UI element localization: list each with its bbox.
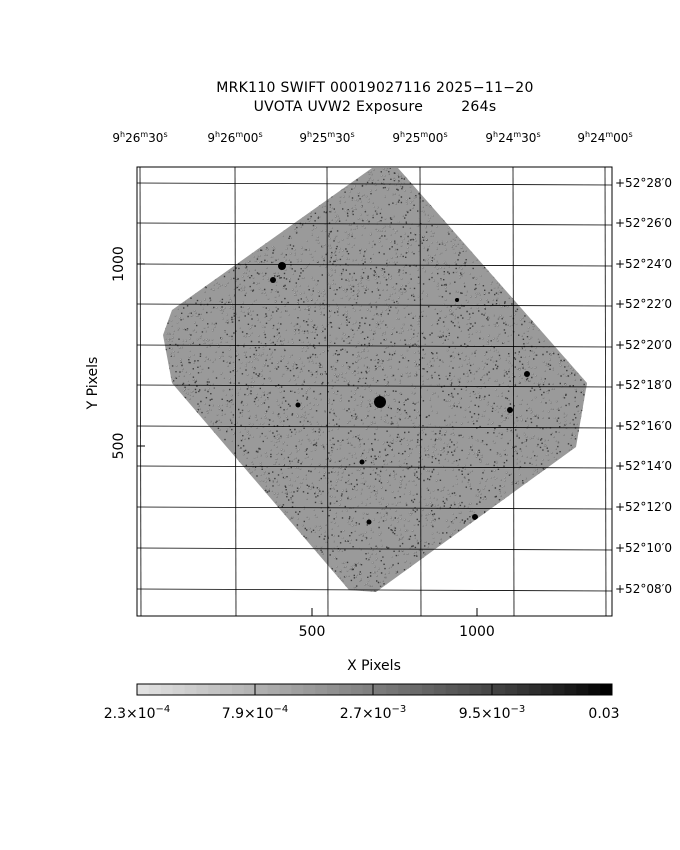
- x-tick-label: 1000: [459, 624, 495, 640]
- source: [359, 459, 365, 465]
- source: [472, 514, 478, 520]
- pixel-ticks: [137, 263, 478, 616]
- colorbar-segment: [243, 684, 257, 695]
- dec-tick-label: +52°28′0: [615, 176, 672, 190]
- title-line-2-left: UVOTA UVW2 Exposure: [253, 99, 424, 115]
- colorbar-segment: [315, 684, 328, 695]
- colorbar-segment: [220, 684, 233, 695]
- plot-title: MRK110 SWIFT 00019027116 2025−11−20: [0, 80, 680, 96]
- source: [278, 262, 286, 270]
- colorbar-segment: [422, 684, 435, 695]
- colorbar-segment: [327, 684, 340, 695]
- colorbar-segment: [232, 684, 245, 695]
- colorbar-segment: [540, 684, 554, 695]
- x-axis-label: X Pixels: [347, 658, 401, 674]
- dec-tick-label: +52°14′0: [615, 459, 672, 473]
- ra-tick-label: 9h24m30s: [485, 130, 540, 145]
- colorbar-segment: [279, 684, 292, 695]
- y-axis-label: Y Pixels: [85, 357, 101, 411]
- colorbar-segment: [338, 684, 352, 695]
- colorbar-segment: [267, 684, 280, 695]
- colorbar-segment: [137, 684, 150, 695]
- ra-tick-label: 9h25m00s: [392, 130, 447, 145]
- dec-tick-label: +52°12′0: [615, 500, 672, 514]
- y-tick-label: 1000: [111, 246, 127, 282]
- colorbar-segment: [184, 684, 197, 695]
- colorbar-segment: [457, 684, 470, 695]
- colorbar-segment: [196, 684, 209, 695]
- dec-tick-label: +52°24′0: [615, 257, 672, 271]
- colorbar-segment: [398, 684, 411, 695]
- colorbar-segment: [148, 684, 162, 695]
- colorbar-segment: [600, 684, 613, 695]
- title-line-2-right: 264s: [461, 99, 497, 115]
- colorbar-segment: [410, 684, 423, 695]
- colorbar-segment: [433, 684, 447, 695]
- colorbar-segment: [588, 684, 601, 695]
- colorbar-segment: [172, 684, 185, 695]
- exposure-image: [163, 168, 587, 592]
- source: [524, 371, 530, 377]
- ra-tick-label: 9h26m00s: [207, 130, 262, 145]
- colorbar-segment: [208, 684, 221, 695]
- source: [366, 519, 372, 525]
- dec-tick-label: +52°22′0: [615, 297, 672, 311]
- source: [270, 277, 276, 283]
- plot-subtitle: UVOTA UVW2 Exposure 264s: [0, 99, 680, 115]
- dec-tick-label: +52°20′0: [615, 338, 672, 352]
- source: [455, 298, 459, 302]
- dec-tick-label: +52°18′0: [615, 378, 672, 392]
- colorbar-segment: [481, 684, 494, 695]
- colorbar-label: 0.03: [588, 706, 619, 722]
- colorbar-segment: [160, 684, 174, 695]
- ra-tick-label: 9h24m00s: [577, 130, 632, 145]
- colorbar: [136, 683, 613, 696]
- colorbar-label: 7.9×10−4: [222, 704, 289, 722]
- colorbar-segment: [505, 684, 518, 695]
- source: [507, 407, 513, 413]
- ra-tick-label: 9h26m30s: [112, 130, 167, 145]
- colorbar-segment: [303, 684, 316, 695]
- colorbar-segment: [576, 684, 589, 695]
- dec-tick-label: +52°26′0: [615, 216, 672, 230]
- dec-tick-label: +52°08′0: [615, 582, 672, 596]
- colorbar-segment: [469, 684, 482, 695]
- title-line-1: MRK110 SWIFT 00019027116 2025−11−20: [216, 80, 534, 96]
- plot-frame: [136, 166, 613, 617]
- colorbar-segment: [291, 684, 304, 695]
- colorbar-segment: [445, 684, 459, 695]
- target-source: [374, 396, 386, 408]
- dec-tick-label: +52°16′0: [615, 419, 672, 433]
- source: [295, 402, 301, 408]
- x-tick-label: 500: [299, 624, 326, 640]
- y-tick-label: 500: [111, 433, 127, 460]
- coordinate-grid: [136, 166, 613, 617]
- colorbar-segment: [493, 684, 506, 695]
- colorbar-segment: [362, 684, 375, 695]
- colorbar-segment: [552, 684, 565, 695]
- colorbar-segment: [374, 684, 387, 695]
- ra-tick-label: 9h25m30s: [299, 130, 354, 145]
- colorbar-segment: [386, 684, 399, 695]
- colorbar-segment: [564, 684, 577, 695]
- colorbar-label: 9.5×10−3: [459, 704, 526, 722]
- colorbar-segment: [350, 684, 364, 695]
- colorbar-segment: [528, 684, 542, 695]
- colorbar-label: 2.3×10−4: [104, 704, 171, 722]
- colorbar-segment: [255, 684, 269, 695]
- dec-tick-label: +52°10′0: [615, 541, 672, 555]
- colorbar-segment: [517, 684, 530, 695]
- colorbar-label: 2.7×10−3: [340, 704, 407, 722]
